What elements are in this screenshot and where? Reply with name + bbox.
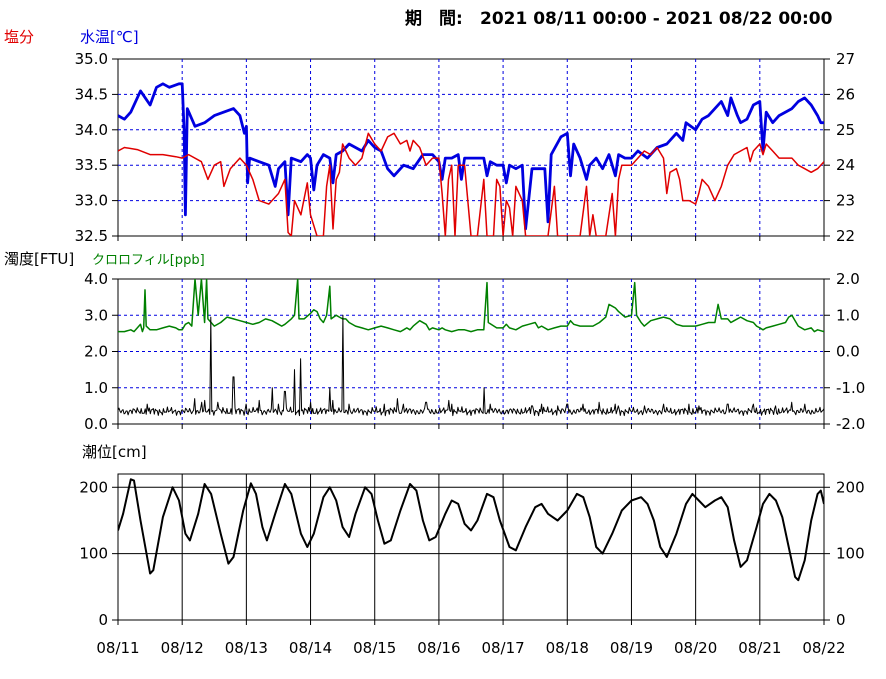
x-tick-label: 08/13 xyxy=(225,639,268,657)
left-tick-label: 34.0 xyxy=(75,121,108,139)
series-group xyxy=(118,82,824,236)
chlorophyll-axis-label: クロロフィル[ppb] xyxy=(92,253,205,268)
series-group xyxy=(118,279,824,417)
panel-3: 200 100 0 200 100 0 xyxy=(79,473,865,629)
chart-panels: 35.0 34.5 34.0 33.5 33.0 32.5 27 26 25 24 23 22 4.0 3… xyxy=(75,50,866,629)
chart-header: 期 間: 2021 08/11 00:00 - 2021 08/22 00:00 xyxy=(405,9,833,29)
left-tick-label: 4.0 xyxy=(84,270,108,288)
x-tick-label: 08/22 xyxy=(802,639,845,657)
left-tick-label: 0.0 xyxy=(84,415,108,433)
right-tick-label: 0.0 xyxy=(836,343,860,361)
right-tick-label: 24 xyxy=(836,156,855,174)
right-tick-label: -1.0 xyxy=(836,379,865,397)
right-tick-label: 100 xyxy=(836,545,865,563)
x-tick-label: 08/17 xyxy=(481,639,524,657)
left-tick-label: 0 xyxy=(98,611,108,629)
salinity-line xyxy=(118,132,824,236)
x-tick-label: 08/21 xyxy=(738,639,781,657)
left-tick-label: 100 xyxy=(79,545,108,563)
right-tick-label: 1.0 xyxy=(836,306,860,324)
left-tick-label: 3.0 xyxy=(84,306,108,324)
right-tick-label: 200 xyxy=(836,478,865,496)
left-tick-label: 34.5 xyxy=(75,85,108,103)
x-tick-label: 08/16 xyxy=(417,639,460,657)
x-tick-label: 08/20 xyxy=(674,639,717,657)
x-tick-label: 08/14 xyxy=(289,639,332,657)
salinity-axis-label: 塩分 xyxy=(4,28,34,46)
tide-line xyxy=(118,478,824,582)
left-tick-label: 35.0 xyxy=(75,50,108,68)
x-tick-label: 08/19 xyxy=(610,639,653,657)
turbidity-axis-label: 濁度[FTU] xyxy=(4,250,74,268)
water-temp-axis-label: 水温[℃] xyxy=(80,28,139,46)
right-tick-label: 25 xyxy=(836,121,855,139)
right-tick-label: -2.0 xyxy=(836,415,865,433)
panel-2: 4.0 3.0 2.0 1.0 0.0 2.0 1.0 0.0 -1.0 -2.0 xyxy=(84,270,865,433)
left-tick-label: 2.0 xyxy=(84,343,108,361)
x-tick-label: 08/12 xyxy=(161,639,204,657)
water-temp-line xyxy=(118,82,824,231)
panel-frame xyxy=(117,58,825,237)
tide-axis-label: 潮位[cm] xyxy=(82,443,147,461)
x-tick-label: 08/15 xyxy=(353,639,396,657)
period-label: 期 間: xyxy=(405,9,463,29)
right-tick-label: 23 xyxy=(836,192,855,210)
right-tick-label: 22 xyxy=(836,227,855,245)
left-tick-label: 1.0 xyxy=(84,379,108,397)
right-tick-label: 27 xyxy=(836,50,855,68)
right-tick-label: 2.0 xyxy=(836,270,860,288)
panel-frame xyxy=(117,473,825,621)
x-tick-label: 08/11 xyxy=(96,639,139,657)
panel-1: 35.0 34.5 34.0 33.5 33.0 32.5 27 26 25 24 23 22 xyxy=(75,50,856,245)
left-tick-label: 200 xyxy=(79,478,108,496)
right-tick-label: 26 xyxy=(836,85,855,103)
left-tick-label: 32.5 xyxy=(75,227,108,245)
right-tick-label: 0 xyxy=(836,611,846,629)
left-tick-label: 33.0 xyxy=(75,192,108,210)
turbidity-line xyxy=(118,314,824,417)
chlorophyll-line xyxy=(118,279,824,333)
series-group xyxy=(118,478,824,582)
left-tick-label: 33.5 xyxy=(75,156,108,174)
period-value: 2021 08/11 00:00 - 2021 08/22 00:00 xyxy=(480,9,833,29)
x-tick-label: 08/18 xyxy=(546,639,589,657)
x-axis-tick-labels: 08/11 08/12 08/13 08/14 08/15 08/16 08/17 08/18… xyxy=(96,639,845,657)
